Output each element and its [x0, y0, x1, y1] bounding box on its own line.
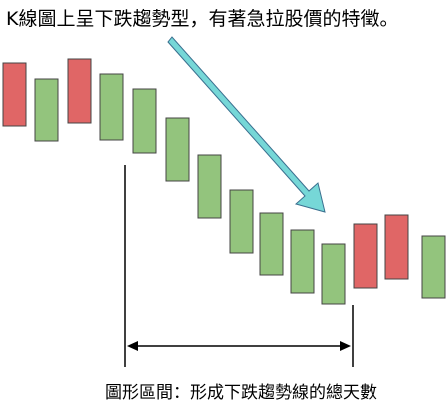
bearish-candle-6	[165, 117, 190, 182]
bearish-candle-8	[229, 189, 254, 254]
bearish-candle-7	[197, 154, 222, 219]
bearish-candle-11	[321, 243, 346, 305]
bearish-candle-10	[290, 229, 315, 294]
span-arrow	[127, 341, 351, 351]
bearish-candle-4	[99, 73, 124, 141]
trend-arrow-shape	[167, 36, 326, 213]
bearish-candle-2	[34, 78, 59, 142]
bullish-candle-13	[384, 214, 409, 280]
span-arrow-right-head	[340, 341, 351, 351]
bearish-candle-5	[132, 88, 157, 154]
bullish-candle-1	[2, 62, 27, 127]
caption: 圖形區間：形成下跌趨勢線的總天數	[105, 383, 377, 403]
trend-arrow	[167, 36, 326, 213]
bullish-candle-3	[67, 58, 92, 124]
bullish-candle-12	[353, 223, 378, 289]
candlesticks	[2, 58, 446, 305]
vertical-markers	[124, 165, 354, 367]
bearish-candle-9	[259, 212, 284, 276]
title: K線圖上呈下跌趨勢型，有著急拉股價的特徵。	[6, 8, 399, 30]
bearish-candle-14	[421, 235, 446, 299]
span-arrow-left-head	[127, 341, 138, 351]
